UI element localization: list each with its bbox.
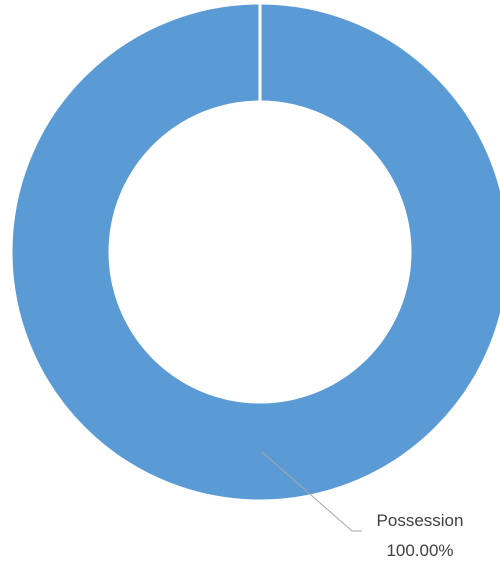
donut-slice-possession [11, 3, 500, 501]
data-label-category: Possession [377, 511, 464, 530]
slices-layer [11, 3, 500, 501]
data-label-value: 100.00% [386, 541, 453, 560]
data-label-leader-line [261, 451, 362, 532]
